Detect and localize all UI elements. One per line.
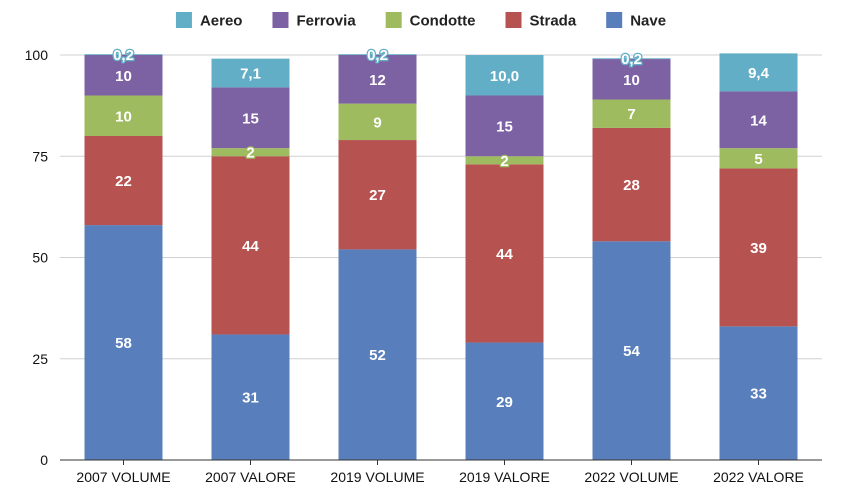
data-label: 10,0 [490, 68, 519, 85]
data-label: 2 [500, 153, 508, 170]
bar-segment [211, 334, 290, 460]
x-tick-label: 2007 VOLUME [76, 469, 170, 485]
bar-segment [592, 59, 671, 100]
data-label: 44 [496, 246, 513, 263]
bar-segment [592, 241, 671, 460]
y-tick-label: 50 [32, 250, 48, 266]
data-label: 9,4 [748, 65, 770, 82]
data-label: 58 [115, 335, 132, 352]
bar-segment [338, 140, 417, 250]
x-tick-label: 2022 VOLUME [584, 469, 678, 485]
data-label: 28 [623, 177, 640, 194]
bar-segment [211, 156, 290, 335]
legend-label: Ferrovia [296, 13, 356, 30]
data-label: 14 [750, 112, 767, 129]
y-tick-label: 75 [32, 148, 48, 164]
data-label: 9 [373, 114, 381, 131]
legend-label: Strada [530, 13, 577, 30]
legend-label: Nave [630, 13, 666, 30]
data-label: 15 [496, 118, 513, 135]
data-label: 10 [623, 72, 640, 89]
legend-swatch [505, 12, 522, 28]
legend-swatch [385, 12, 402, 28]
data-label: 7 [627, 106, 635, 123]
bar-segment [84, 54, 163, 55]
x-tick-label: 2019 VALORE [459, 469, 550, 485]
gridlines [60, 54, 822, 360]
bar-segment [465, 156, 544, 165]
data-label: 0,2 [367, 47, 388, 64]
data-label: 2 [246, 145, 254, 162]
data-labels: 58 22 10 10 0,2 31 44 2 15 7,1 52 27 9 12 0,2 29 44 2 15 10… [112, 46, 770, 411]
data-label: 0,2 [621, 51, 642, 68]
data-label: 31 [242, 390, 259, 407]
bar-segment [465, 95, 544, 157]
legend: Aereo Ferrovia Condotte Strada Nave [175, 12, 666, 30]
legend-swatch [175, 12, 192, 28]
data-label: 10 [115, 68, 132, 85]
bar-segment [211, 87, 290, 149]
data-label: 44 [242, 238, 259, 255]
y-tick-label: 100 [25, 47, 49, 63]
data-label: 7,1 [240, 66, 261, 83]
bar-segment [592, 99, 671, 128]
bar-segment [719, 168, 798, 327]
bar-segment [719, 326, 798, 460]
data-label: 29 [496, 394, 513, 411]
bar-segment [84, 136, 163, 226]
bar-segment [719, 53, 798, 92]
legend-label: Condotte [410, 13, 476, 30]
bars [84, 53, 798, 460]
bar-segment [592, 127, 671, 242]
bar-segment [719, 148, 798, 169]
bar-segment [84, 95, 163, 136]
data-label: 39 [750, 240, 767, 257]
data-label: 22 [115, 173, 132, 190]
data-label: 5 [754, 151, 762, 168]
bar-segment [338, 54, 417, 55]
data-label: 12 [369, 72, 386, 89]
y-tick-label: 0 [40, 452, 48, 468]
bar-segment [211, 58, 290, 88]
data-label: 0,2 [113, 47, 134, 64]
data-label: 33 [750, 386, 767, 403]
x-tick-label: 2022 VALORE [713, 469, 804, 485]
bar-segment [84, 55, 163, 96]
bar-segment [211, 148, 290, 157]
bar-segment [465, 342, 544, 460]
legend-swatch [606, 12, 623, 28]
bar-segment [719, 91, 798, 149]
x-tick-label: 2007 VALORE [205, 469, 296, 485]
data-label: 15 [242, 110, 259, 127]
legend-swatch [272, 12, 289, 28]
bar-segment [465, 164, 544, 343]
data-label: 52 [369, 347, 386, 364]
x-tick-label: 2019 VOLUME [330, 469, 424, 485]
bar-segment [338, 103, 417, 141]
bar-segment [465, 55, 544, 96]
bar-segment [592, 58, 671, 60]
data-label: 27 [369, 187, 386, 204]
data-label: 54 [623, 343, 640, 360]
bar-segment [338, 249, 417, 460]
legend-label: Aereo [200, 13, 243, 30]
bar-segment [84, 225, 163, 460]
bar-segment [338, 55, 417, 104]
data-label: 10 [115, 108, 132, 125]
y-tick-label: 25 [32, 351, 48, 367]
